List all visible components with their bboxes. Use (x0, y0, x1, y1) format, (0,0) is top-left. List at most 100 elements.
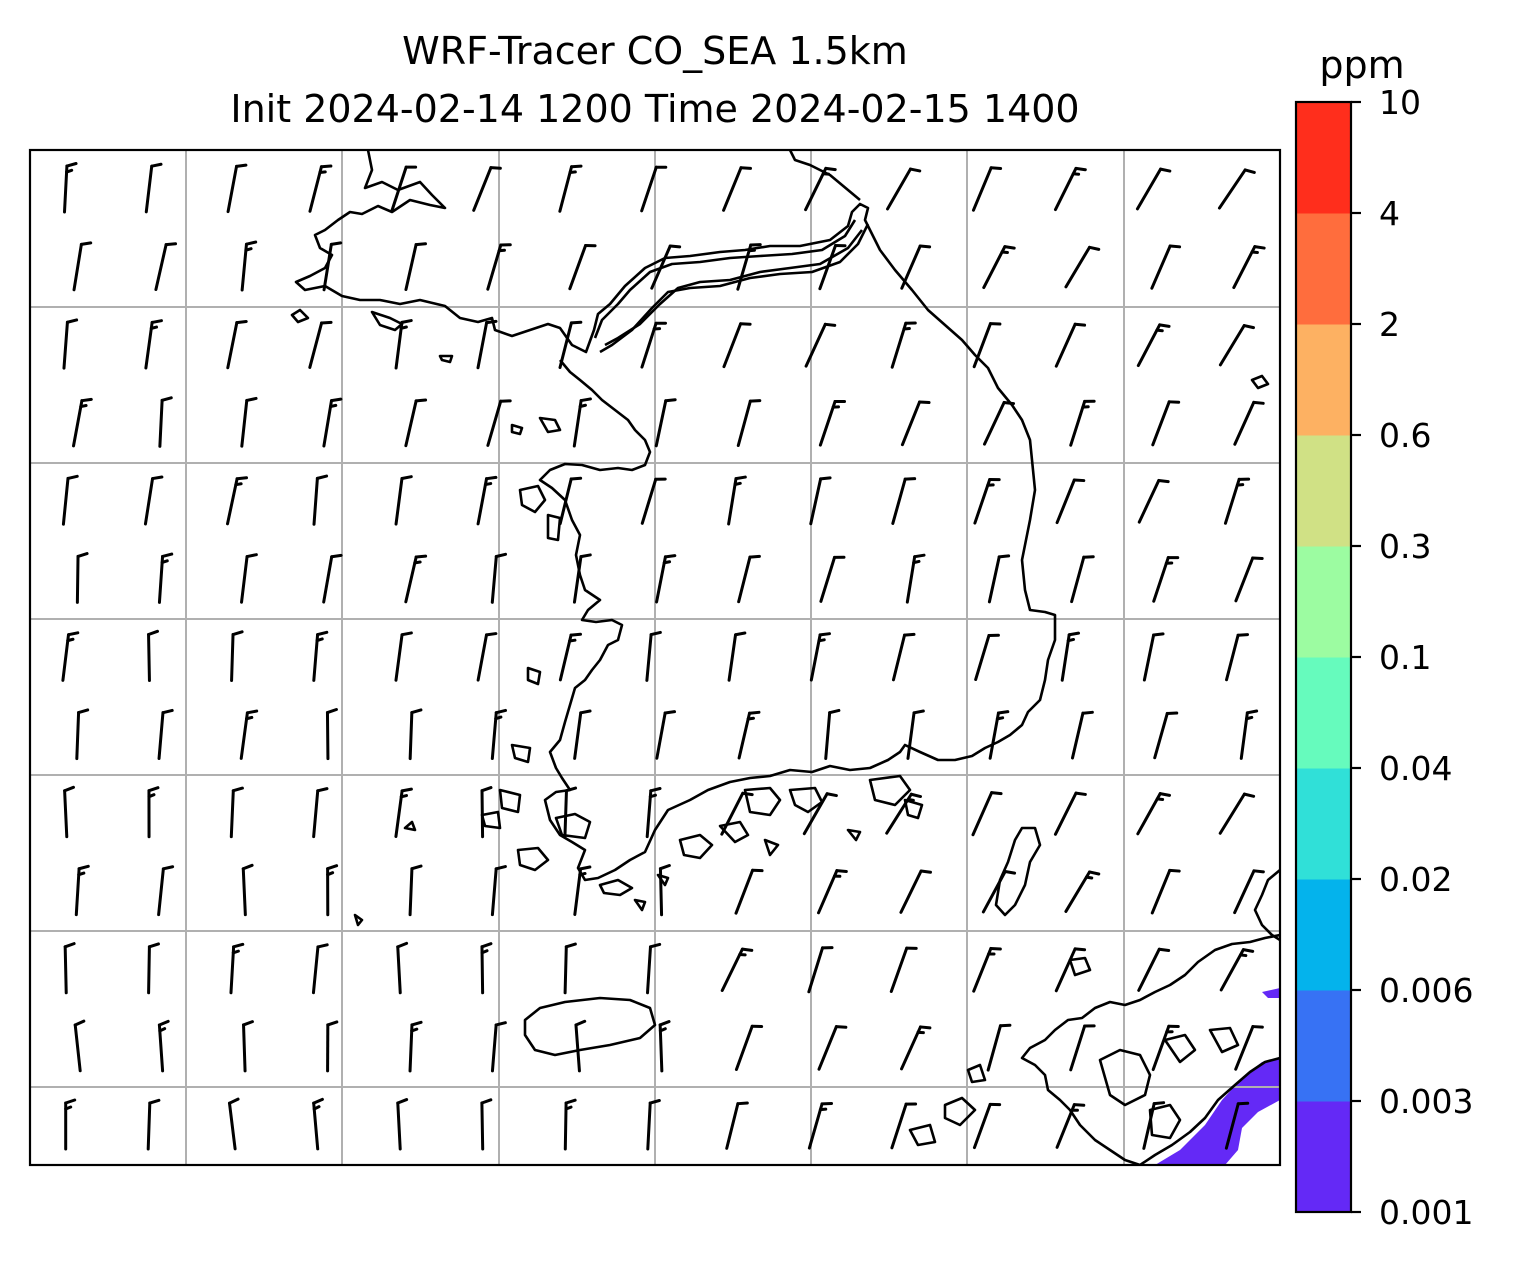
wind-barb (143, 475, 164, 526)
wind-barb (1070, 710, 1094, 760)
colorbar-segment (1296, 1101, 1351, 1213)
wind-barb (558, 320, 583, 369)
wind-barb (807, 946, 834, 994)
wind-barb (476, 632, 498, 682)
wind-barb (972, 1102, 1002, 1150)
wind-barb (974, 633, 1000, 682)
wind-barb (227, 1097, 240, 1151)
wind-barb (1239, 709, 1259, 760)
wind-barb (326, 1020, 339, 1073)
colorbar-segment (1296, 546, 1351, 658)
wind-barb (480, 942, 493, 995)
tracer-plume (1155, 1058, 1280, 1165)
colorbar-segment (1296, 879, 1351, 991)
wind-barb (886, 167, 922, 211)
wind-barb (1055, 478, 1086, 525)
wind-barb (568, 243, 597, 291)
wind-barb (818, 400, 847, 447)
wind-barb (61, 631, 80, 682)
wind-barb (905, 553, 926, 604)
wind-barb (322, 553, 343, 604)
wind-barb (1225, 633, 1250, 682)
wind-barb (890, 1102, 918, 1150)
wind-barb (1234, 556, 1264, 603)
wind-barb (490, 552, 508, 604)
wind-barb (1055, 1103, 1086, 1149)
colorbar-unit-label: ppm (1319, 43, 1404, 87)
wind-barb (987, 554, 1011, 604)
map-frame (28, 148, 1282, 1167)
wind-barb (986, 1023, 1012, 1072)
wind-barb (720, 947, 754, 992)
wind-barb (147, 786, 160, 839)
wind-barb (229, 786, 244, 839)
tsushima-island (994, 826, 1042, 917)
wind-barb (1135, 167, 1172, 211)
wind-barb (890, 321, 917, 369)
wind-barb (480, 1098, 493, 1151)
wind-barb (725, 1101, 749, 1150)
colorbar-segment (1296, 657, 1351, 769)
wind-barb (312, 474, 329, 526)
wind-barb (1064, 870, 1101, 913)
wind-barb (1060, 631, 1081, 682)
wind-barb (1233, 869, 1265, 915)
wind-barb (394, 787, 413, 838)
wind-barb (480, 786, 493, 839)
wind-barb (809, 632, 831, 682)
wind-barb (558, 476, 583, 526)
wind-barb (1069, 1024, 1096, 1072)
wind-barb (62, 162, 78, 214)
colorbar-segment (1296, 102, 1351, 214)
wind-barb (640, 477, 667, 525)
colorbar-segment (1296, 435, 1351, 547)
colorbar-segment (1296, 990, 1351, 1102)
wind-barb (408, 864, 423, 917)
wind-barb (404, 398, 428, 448)
wind-barb (394, 631, 413, 682)
wind-barb (1218, 324, 1255, 367)
wind-barb (472, 166, 502, 212)
wind-barb (654, 398, 677, 448)
wind-barb (1234, 1025, 1264, 1071)
wind-barb (1053, 791, 1087, 836)
colorbar: 0.001 0.003 0.006 0.02 0.04 0.1 0.3 0.6 2 4 10 ppm (1294, 43, 1473, 1232)
wind-barb (308, 320, 333, 369)
jeju-island (523, 996, 657, 1057)
wind-barb (804, 166, 837, 212)
wind-barb (983, 400, 1016, 446)
wind-barb (147, 942, 160, 995)
wind-barb (899, 869, 932, 914)
wind-barb (404, 554, 428, 604)
wind-barb (900, 1025, 932, 1071)
gridlines (30, 150, 1280, 1165)
wind-barb (242, 1020, 254, 1073)
wind-barb (1232, 245, 1266, 290)
wind-barb (312, 1097, 324, 1151)
wind-barb (1070, 555, 1095, 604)
colorbar-segment (1296, 768, 1351, 880)
wind-barb (72, 241, 93, 292)
wind-barb (154, 242, 178, 292)
wind-barb (889, 946, 918, 993)
wind-barb (1136, 792, 1172, 836)
wind-barb (736, 399, 762, 447)
wind-barb (891, 632, 916, 682)
wind-barb (906, 709, 925, 760)
wind-barb (807, 1101, 834, 1150)
wind-barb (396, 1098, 409, 1151)
wind-barb (146, 1098, 161, 1151)
colorbar-tick-label: 2 (1379, 305, 1400, 344)
wind-barb (312, 630, 329, 682)
colorbar-tick-label: 4 (1379, 194, 1400, 233)
wind-barb (157, 552, 174, 604)
wind-barb (900, 400, 931, 447)
wind-barb (736, 243, 762, 291)
wind-barb (1150, 244, 1182, 290)
wind-barb (558, 632, 582, 682)
wind-barb (1137, 947, 1171, 992)
colorbar-tick-label: 0.003 (1379, 1082, 1473, 1121)
wind-barb (490, 1021, 507, 1073)
wind-barb (229, 942, 245, 995)
